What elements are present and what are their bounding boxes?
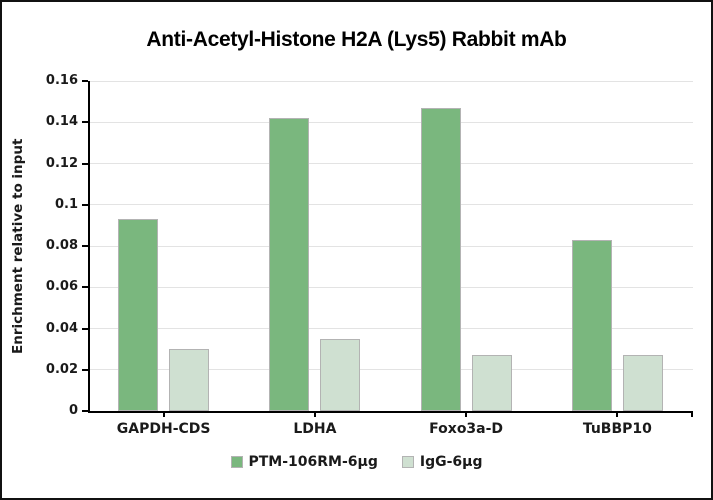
x-category-label: Foxo3a-D <box>429 421 504 437</box>
bar-PTM-106RM-6µg-Foxo3a-D <box>420 107 461 411</box>
x-category-label: TuBBP10 <box>582 421 652 437</box>
y-tick-mark <box>82 327 88 330</box>
x-tick-mark <box>162 411 165 417</box>
gridline <box>88 163 693 164</box>
bar-IgG-6µg-TuBBP10 <box>622 355 663 411</box>
y-tick-label: 0.06 <box>45 279 78 295</box>
y-tick-mark <box>82 286 88 289</box>
bar-PTM-106RM-6µg-LDHA <box>269 118 310 411</box>
chart-title: Anti-Acetyl-Histone H2A (Lys5) Rabbit mA… <box>146 28 567 51</box>
y-tick-mark <box>82 162 88 165</box>
y-tick-label: 0.04 <box>45 320 78 336</box>
x-axis-line <box>88 411 693 413</box>
y-tick-mark <box>82 368 88 371</box>
legend-swatch-icon <box>401 456 414 468</box>
bar-IgG-6µg-Foxo3a-D <box>471 355 512 411</box>
y-tick-label: 0.14 <box>45 114 78 130</box>
y-tick-mark <box>82 245 88 247</box>
y-tick-label: 0.12 <box>45 155 78 171</box>
bar-IgG-6µg-GAPDH-CDS <box>169 349 210 411</box>
x-axis-end-tick <box>691 411 693 417</box>
y-tick-label: 0.08 <box>45 238 78 253</box>
y-tick-mark <box>82 203 88 206</box>
gridline <box>88 204 693 206</box>
y-tick-label: 0.02 <box>45 361 78 377</box>
x-tick-mark <box>616 411 619 417</box>
x-tick-mark <box>465 411 468 417</box>
x-category-label: LDHA <box>293 421 337 437</box>
gridline <box>88 369 693 371</box>
legend-entry: PTM-106RM-6µg <box>230 454 378 470</box>
y-axis-line <box>88 81 90 413</box>
y-tick-label: 0.16 <box>45 73 78 88</box>
legend-label: IgG-6µg <box>419 454 483 470</box>
bar-PTM-106RM-6µg-TuBBP10 <box>571 239 612 411</box>
bar-PTM-106RM-6µg-GAPDH-CDS <box>118 219 159 411</box>
y-tick-label: 0.1 <box>54 196 78 212</box>
legend: PTM-106RM-6µg IgG-6µg <box>2 454 711 470</box>
y-tick-mark <box>82 410 88 412</box>
bar-IgG-6µg-LDHA <box>320 338 361 411</box>
legend-entry: IgG-6µg <box>401 454 483 470</box>
gridline <box>88 328 693 329</box>
y-tick-mark <box>82 80 88 82</box>
y-tick-mark <box>82 121 88 124</box>
gridline <box>88 80 693 82</box>
gridline <box>88 245 693 247</box>
x-category-label: GAPDH-CDS <box>116 421 211 437</box>
x-tick-mark <box>313 411 316 417</box>
legend-label: PTM-106RM-6µg <box>248 454 378 470</box>
gridline <box>88 121 693 123</box>
legend-swatch-icon <box>230 456 243 468</box>
y-tick-label: 0 <box>68 403 78 418</box>
gridline <box>88 286 693 288</box>
